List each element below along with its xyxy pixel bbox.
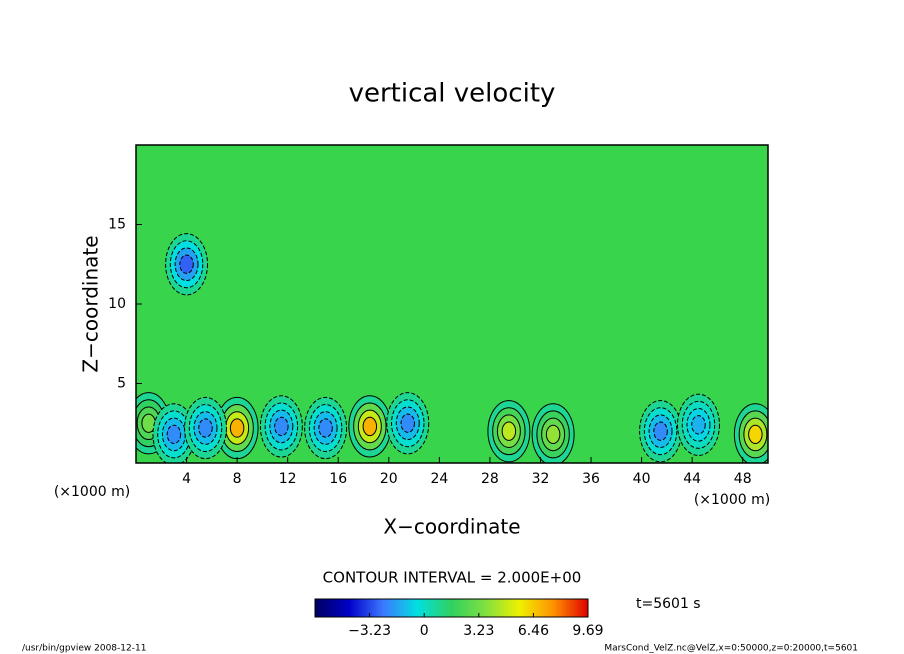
feature [386,392,430,455]
x-tick-label: 4 [182,471,191,487]
feature [487,400,531,463]
y-axis-label: Z−coordinate [79,235,103,372]
feature [304,396,348,460]
colorbar-tick-label: 9.69 [572,623,603,639]
footer-left: /usr/bin/gpview 2008-12-11 [22,644,146,654]
x-unit: (×1000 m) [694,492,770,508]
x-tick-label: 24 [430,471,448,487]
y-tick-label: 5 [117,376,126,392]
x-tick-label: 20 [380,471,398,487]
x-tick-label: 48 [734,471,752,487]
x-tick-label: 32 [532,471,550,487]
contour-interval: CONTOUR INTERVAL = 2.000E+00 [323,569,582,587]
feature-level [400,413,416,433]
feature-level [748,424,763,445]
feature [215,396,259,460]
feature-level [501,421,517,441]
y-tick-label: 15 [108,217,126,233]
feature-level [653,421,668,441]
feature [259,395,303,458]
y-unit: (×1000 m) [54,484,130,500]
feature-level [362,416,378,437]
feature [165,233,209,296]
feature-level [166,424,182,445]
footer-right: MarsCond_VelZ.nc@VelZ,x=0:50000,z=0:2000… [604,644,858,654]
colorbar-tick-label: 0 [420,623,429,639]
x-axis-label: X−coordinate [383,515,520,539]
time-label: t=5601 s [636,596,701,612]
x-tick-label: 40 [633,471,651,487]
feature-level [545,424,561,445]
feature-level [318,418,333,438]
field-features [136,233,768,463]
colorbar-tick-label: 6.46 [518,623,549,639]
feature [184,396,227,460]
feature-level [691,415,706,435]
x-tick-label: 28 [481,471,499,487]
feature-level [229,418,245,438]
x-tick-label: 44 [683,471,701,487]
feature [677,393,720,456]
feature-level [198,418,213,438]
feature-level [274,416,289,437]
x-tick-label: 12 [279,471,297,487]
x-tick-label: 16 [329,471,347,487]
chart-title: vertical velocity [349,79,556,109]
colorbar [314,598,589,618]
colorbar-tick-label: 3.23 [463,623,494,639]
feature-level [179,254,194,274]
feature [733,403,768,463]
colorbar-tick-label: −3.23 [348,623,391,639]
x-tick-label: 8 [233,471,242,487]
feature [152,403,196,463]
feature [639,400,683,463]
x-tick-label: 36 [582,471,600,487]
feature [348,395,392,458]
y-tick-label: 10 [108,296,126,312]
feature [531,403,575,463]
